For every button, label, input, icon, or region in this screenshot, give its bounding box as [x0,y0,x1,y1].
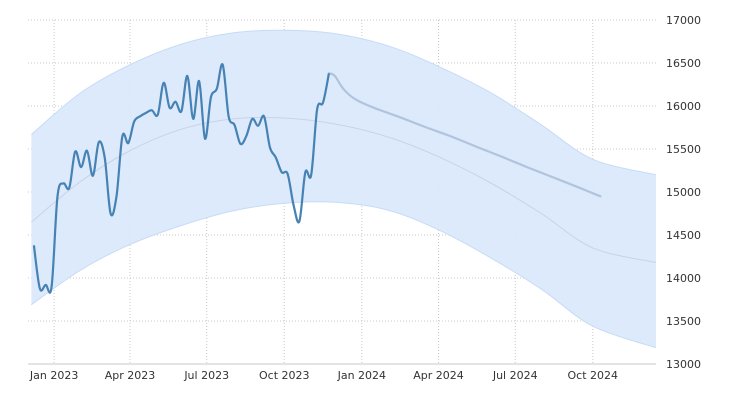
y-tick-label: 16500 [666,57,701,70]
y-tick-label: 14000 [666,272,701,285]
band-area [31,30,656,348]
forecast-line [327,72,602,198]
x-tick-label: Oct 2024 [568,369,619,382]
x-tick-label: Apr 2023 [105,369,156,382]
x-tick-label: Jul 2024 [492,369,538,382]
trend-line [31,116,657,263]
y-tick-label: 13500 [666,315,701,328]
x-tick-label: Jan 2023 [29,369,78,382]
actual-line [32,63,330,294]
y-tick-label: 17000 [666,14,701,27]
actual-series [32,63,330,294]
x-tick-label: Jan 2024 [337,369,386,382]
x-axis-tick-labels: Jan 2023 Apr 2023 Jul 2023 Oct 2023 Jan 2024… [29,369,618,382]
y-tick-label: 16000 [666,100,701,113]
y-tick-label: 14500 [666,229,701,242]
band-lower-edge [31,201,657,349]
x-tick-label: Oct 2023 [259,369,310,382]
x-tick-label: Apr 2024 [413,369,464,382]
confidence-band [31,29,657,349]
y-tick-label: 15500 [666,143,701,156]
band-upper-edge [31,29,657,176]
y-axis-tick-labels: 13000 13500 14000 14500 15000 15500 16000 16500… [666,14,701,371]
trend-line-path [31,116,657,263]
forecast-series [327,72,602,198]
x-tick-label: Jul 2023 [183,369,229,382]
y-tick-label: 13000 [666,358,701,371]
y-tick-label: 15000 [666,186,701,199]
